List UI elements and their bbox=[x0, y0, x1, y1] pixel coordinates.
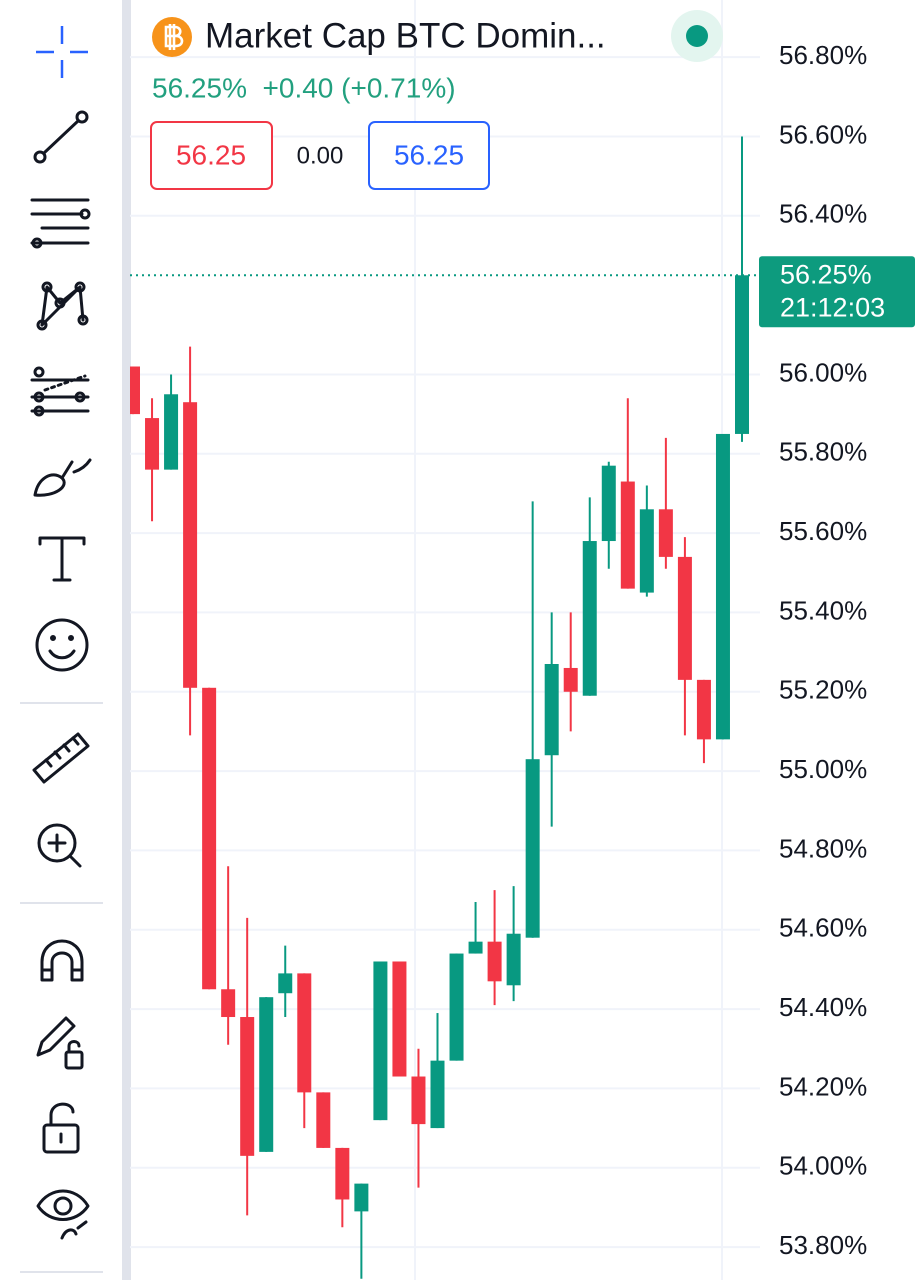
toolbar bbox=[0, 0, 122, 1280]
candle-body bbox=[696, 679, 711, 740]
lock-drawings-tool[interactable] bbox=[36, 1016, 84, 1070]
fib-tool[interactable] bbox=[30, 198, 91, 249]
brush-tool[interactable] bbox=[33, 458, 92, 497]
y-tick-label: 56.80% bbox=[779, 40, 867, 70]
candle-body bbox=[278, 973, 293, 994]
candle-body bbox=[449, 953, 464, 1061]
candle-body bbox=[297, 973, 312, 1093]
candle-body bbox=[601, 465, 616, 542]
quote-line: 56.25% +0.40 (+0.71%) bbox=[152, 72, 456, 103]
y-tick-label: 55.00% bbox=[779, 754, 867, 784]
candle-body bbox=[373, 961, 388, 1121]
text-tool[interactable] bbox=[38, 536, 86, 582]
buy-button[interactable] bbox=[368, 121, 490, 190]
market-status[interactable] bbox=[686, 25, 708, 47]
candle-body bbox=[392, 961, 407, 1077]
candle-body bbox=[240, 1017, 255, 1156]
candle-body bbox=[525, 759, 540, 938]
candle-body bbox=[411, 1076, 426, 1125]
y-tick-label: 55.60% bbox=[779, 516, 867, 546]
candle-body bbox=[354, 1183, 369, 1212]
sell-button[interactable] bbox=[150, 121, 273, 190]
price-tag-label: 56.25% bbox=[780, 259, 872, 289]
y-tick-label: 56.40% bbox=[779, 199, 867, 229]
candle-body bbox=[544, 663, 559, 756]
spread: 0.00 bbox=[297, 142, 344, 169]
candle-body bbox=[620, 481, 635, 589]
candle-body bbox=[563, 667, 578, 692]
candle-body bbox=[487, 941, 502, 982]
countdown: 21:12:03 bbox=[780, 292, 885, 322]
hide-tool[interactable] bbox=[36, 1189, 90, 1240]
pattern-tool[interactable] bbox=[36, 281, 89, 331]
candle-body bbox=[430, 1060, 445, 1129]
magnet-tool[interactable] bbox=[40, 939, 84, 982]
symbol-title[interactable]: Market Cap BTC Domin... bbox=[205, 16, 606, 55]
y-tick-label: 54.40% bbox=[779, 992, 867, 1022]
candle-body bbox=[335, 1147, 350, 1200]
zoom-tool[interactable] bbox=[37, 823, 82, 868]
lock-tool[interactable] bbox=[42, 1102, 80, 1154]
crosshair-tool[interactable] bbox=[36, 26, 88, 78]
y-tick-label: 54.60% bbox=[779, 913, 867, 943]
y-tick-label: 54.00% bbox=[779, 1151, 867, 1181]
y-tick-label: 55.40% bbox=[779, 595, 867, 625]
candle-body bbox=[639, 509, 654, 593]
candle-body bbox=[468, 941, 483, 954]
ruler-tool[interactable] bbox=[32, 732, 90, 784]
sell-price[interactable]: 56.25 bbox=[176, 139, 246, 170]
toolbar-border bbox=[122, 0, 131, 1280]
candle-body bbox=[130, 366, 140, 415]
candle-body bbox=[506, 933, 521, 986]
candle-body bbox=[677, 556, 692, 680]
candle-body bbox=[316, 1092, 331, 1148]
candle-body bbox=[259, 997, 274, 1152]
candle-body bbox=[582, 541, 597, 696]
forecast-tool[interactable] bbox=[30, 366, 90, 417]
candle-body bbox=[658, 509, 673, 557]
candle-body bbox=[735, 275, 749, 434]
y-tick-label: 54.20% bbox=[779, 1071, 867, 1101]
buy-price[interactable]: 56.25 bbox=[394, 139, 464, 170]
y-tick-label: 56.00% bbox=[779, 357, 867, 387]
btc-glyph bbox=[164, 24, 184, 50]
y-tick-label: 55.80% bbox=[779, 437, 867, 467]
y-tick-label: 56.60% bbox=[779, 119, 867, 149]
candle-body bbox=[202, 687, 217, 990]
y-tick-label: 54.80% bbox=[779, 833, 867, 863]
y-tick-label: 53.80% bbox=[779, 1230, 867, 1260]
emoji-tool[interactable] bbox=[35, 618, 89, 672]
candle-body bbox=[715, 433, 730, 740]
candle-body bbox=[164, 394, 179, 470]
price-tag bbox=[759, 256, 915, 328]
candle-body bbox=[221, 989, 236, 1018]
y-tick-label: 55.20% bbox=[779, 675, 867, 705]
candle-body bbox=[145, 418, 160, 470]
trend-line-tool[interactable] bbox=[33, 110, 89, 164]
candle-body bbox=[183, 402, 198, 688]
